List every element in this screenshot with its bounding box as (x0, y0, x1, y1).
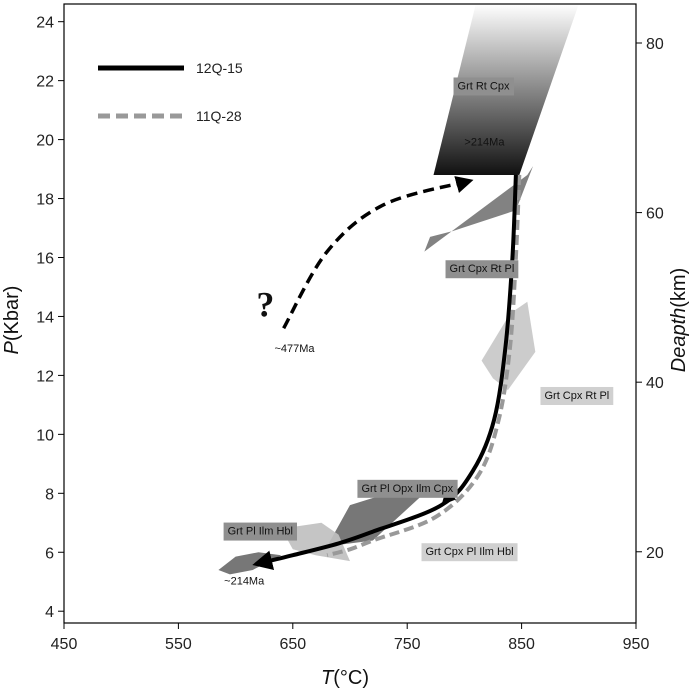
y-tick-label-9: 22 (36, 74, 54, 91)
field-label-5: Grt Cpx Pl Ilm Hbl (421, 543, 518, 562)
y-tick-label-0: 4 (45, 604, 54, 621)
annotations: ? ~477Ma >214Ma ~214Ma (224, 136, 505, 587)
x-axis-unit: (°C) (333, 667, 369, 689)
field-label-box (445, 260, 519, 279)
field-labels: Grt Rt Cpx Grt Cpx Rt Pl Grt Cpx Rt Pl Grt … (223, 77, 614, 562)
x-axis: 450 550 650 750 850 950 (51, 623, 650, 653)
field-label-text: Grt Cpx Rt Pl (450, 263, 515, 275)
field-label-text: Grt Rt Cpx (458, 80, 510, 92)
x-tick-label-2: 650 (279, 636, 306, 653)
field-label-text: Grt Cpx Pl Ilm Hbl (426, 546, 514, 558)
field-label-box (223, 522, 297, 541)
x-axis-symbol: T (321, 667, 335, 689)
y-axis-right: 20 40 60 80 (636, 36, 664, 562)
legend: 12Q-15 11Q-28 (98, 60, 243, 124)
y2-tick-label-3: 80 (646, 36, 664, 53)
y-tick-label-5: 14 (36, 309, 54, 326)
field-polygon-1 (424, 166, 534, 252)
series-path-12q-15 (252, 174, 518, 571)
y-tick-label-6: 16 (36, 250, 54, 267)
legend-label-12q15: 12Q-15 (196, 60, 243, 76)
y-tick-label-8: 20 (36, 133, 54, 150)
question-mark: ? (256, 284, 274, 324)
y-axis-unit: (Kbar) (1, 286, 23, 342)
age-label-start: ~477Ma (274, 343, 315, 355)
y-axis-title: P(Kbar) (1, 286, 23, 355)
x-tick-label-1: 550 (165, 636, 192, 653)
field-label-text: Grt Pl Ilm Hbl (228, 526, 293, 538)
field-label-box (453, 77, 514, 96)
y2-tick-label-1: 40 (646, 375, 664, 392)
y2-tick-label-0: 20 (646, 545, 664, 562)
x-axis-title: T(°C) (321, 667, 369, 689)
x-tick-label-5: 950 (623, 636, 650, 653)
y2-axis-unit: (km) (668, 268, 690, 308)
field-label-box (540, 386, 614, 405)
y-tick-label-4: 12 (36, 368, 54, 385)
age-label-peak: >214Ma (464, 136, 505, 148)
field-polygon-3 (327, 493, 425, 547)
x-tick-label-3: 750 (394, 636, 421, 653)
field-label-text: Grt Pl Opx Ilm Cpx (361, 483, 453, 495)
y-tick-label-3: 10 (36, 427, 54, 444)
y-tick-label-7: 18 (36, 192, 54, 209)
y-axis-symbol: P (1, 340, 23, 354)
series-path-prograde (282, 176, 474, 330)
field-label-4: Grt Pl Opx Ilm Cpx (357, 479, 458, 498)
legend-label-11q28: 11Q-28 (196, 108, 242, 124)
x-tick-label-4: 850 (508, 636, 535, 653)
plot-frame (63, 3, 637, 624)
age-label-end: ~214Ma (224, 576, 265, 588)
field-label-3: Grt Cpx Rt Pl (540, 386, 614, 405)
y-tick-label-1: 6 (45, 545, 54, 562)
y-axis-left: 4 6 8 10 12 14 16 18 20 22 24 (36, 15, 64, 621)
y2-tick-label-2: 60 (646, 206, 664, 223)
y-tick-label-2: 8 (45, 486, 54, 503)
field-polygon-5 (218, 552, 282, 575)
y2-axis-title: Deapth(km) (668, 268, 690, 372)
field-label-text: Grt Cpx Rt Pl (544, 390, 609, 402)
x-tick-label-0: 450 (51, 636, 78, 653)
field-label-box (421, 543, 518, 562)
y-tick-label-10: 24 (36, 15, 54, 32)
y2-axis-symbol: Deapth (668, 308, 690, 373)
field-label-1: Grt Rt Cpx (453, 77, 514, 96)
field-label-2: Grt Cpx Rt Pl (445, 260, 519, 279)
field-label-6: Grt Pl Ilm Hbl (223, 522, 297, 541)
field-polygon-4 (281, 522, 350, 562)
field-label-box (357, 479, 458, 498)
